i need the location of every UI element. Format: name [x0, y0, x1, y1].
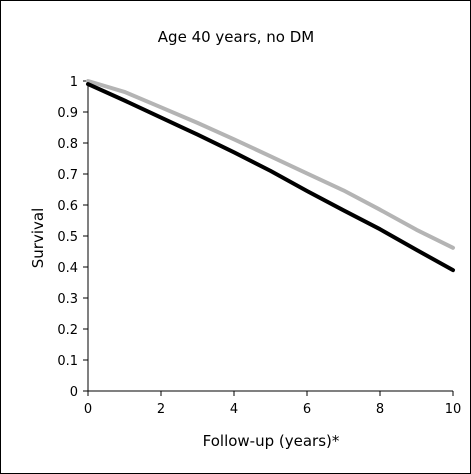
- axes: 00.10.20.30.40.50.60.70.80.910 2 4 6 8 10: [57, 75, 461, 417]
- x-axis-label: Follow-up (years)*: [203, 432, 340, 450]
- y-tick-label: 0.9: [57, 106, 78, 121]
- series-line-2: [86, 82, 455, 273]
- y-tick-label: 0.2: [57, 323, 78, 338]
- x-tick-label: 2: [157, 402, 165, 417]
- y-tick-label: 0.6: [57, 199, 78, 214]
- y-axis-label: Survival: [29, 208, 47, 268]
- x-tick-label: 4: [230, 402, 238, 417]
- x-tick-label: 0: [84, 402, 92, 417]
- y-tick-label: 0.4: [57, 261, 78, 276]
- x-tick-label: 10: [445, 402, 462, 417]
- series-line-1: [86, 79, 455, 250]
- series-layer: [86, 79, 455, 273]
- y-tick-label: 1: [70, 75, 78, 90]
- y-tick-label: 0: [70, 385, 78, 400]
- x-tick-label: 6: [303, 402, 311, 417]
- x-tick-label: 8: [376, 402, 384, 417]
- y-tick-label: 0.7: [57, 168, 78, 183]
- y-tick-label: 0.3: [57, 292, 78, 307]
- chart-title: Age 40 years, no DM: [158, 28, 314, 46]
- y-tick-label: 0.5: [57, 230, 78, 245]
- y-tick-label: 0.8: [57, 137, 78, 152]
- y-tick-label: 0.1: [57, 354, 78, 369]
